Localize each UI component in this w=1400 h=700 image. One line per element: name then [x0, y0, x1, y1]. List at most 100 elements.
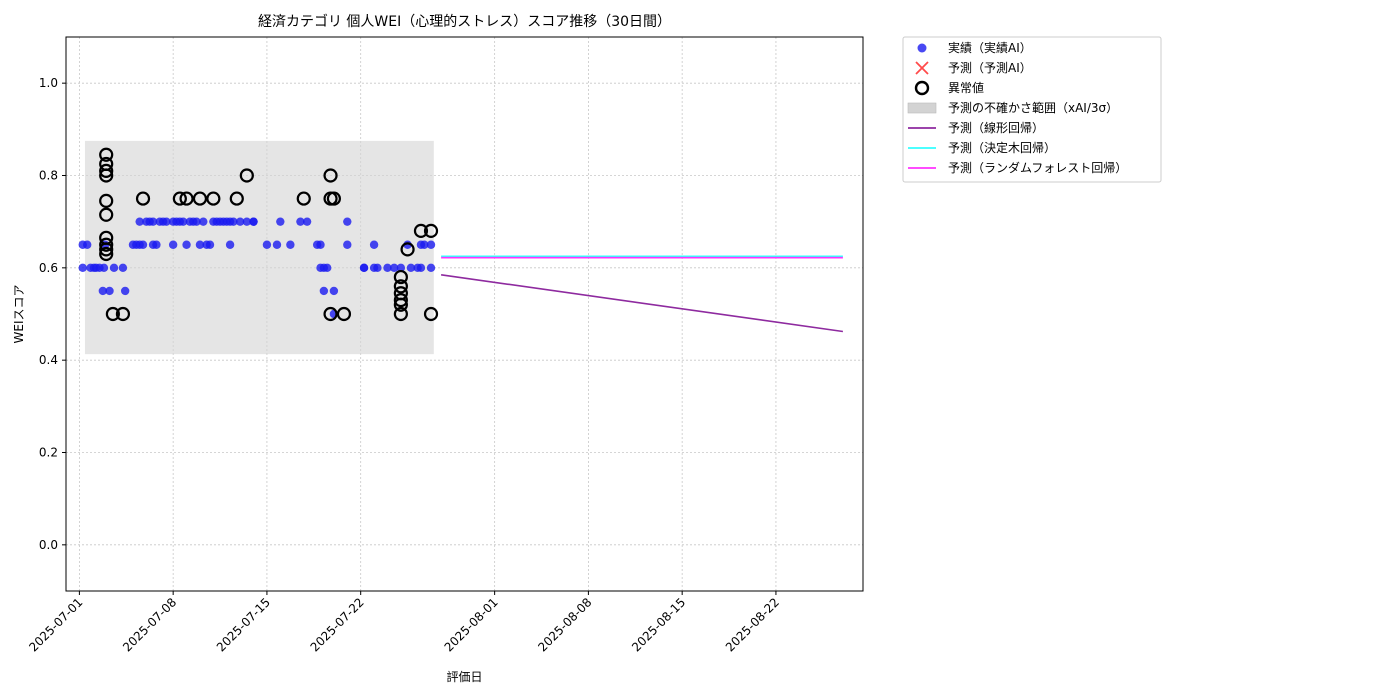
actual-point: [249, 217, 258, 226]
y-tick-label: 0.8: [39, 169, 58, 183]
x-tick-label: 2025-07-22: [308, 595, 367, 654]
anomaly-ring: [423, 223, 439, 238]
x-tick-label: 2025-07-01: [26, 595, 85, 654]
legend-label: 予測（線形回帰）: [948, 120, 1044, 135]
legend-swatch-x: [915, 61, 929, 75]
anomaly-ring: [99, 193, 114, 208]
legend-frame: [902, 36, 1162, 183]
anomaly-ring: [115, 306, 131, 322]
actual-point: [242, 217, 252, 226]
legend-label: 予測（予測AI）: [948, 61, 1032, 75]
anomaly-ring: [393, 293, 408, 308]
actual-point: [286, 240, 295, 249]
plot-frame: [65, 36, 864, 592]
actual-point: [199, 217, 208, 226]
legend-label: 異常値: [948, 80, 984, 95]
actual-point: [109, 263, 119, 273]
anomaly-ring: [323, 306, 338, 322]
actual-point: [179, 217, 188, 226]
actual-point: [302, 217, 312, 226]
anomaly-ring: [393, 269, 408, 285]
legend-swatch-ring: [914, 80, 930, 96]
actual-point: [99, 263, 109, 273]
x-tick-label: 2025-08-22: [723, 595, 782, 654]
y-tick-label: 0.6: [39, 261, 58, 275]
actual-point: [195, 240, 205, 249]
x-axis-label: 評価日: [446, 669, 482, 684]
actual-point: [148, 217, 158, 226]
y-tick-label: 1.0: [39, 76, 58, 90]
actual-point: [152, 240, 161, 249]
actual-point: [105, 286, 114, 296]
actual-point: [416, 263, 426, 273]
actual-point: [373, 263, 382, 273]
actual-point: [182, 240, 191, 249]
anomaly-ring: [99, 242, 114, 257]
actual-point: [406, 263, 416, 273]
actual-point: [426, 263, 436, 273]
anomaly-ring: [99, 246, 114, 262]
anomaly-ring: [192, 191, 208, 206]
actual-point: [426, 240, 436, 249]
actual-point: [389, 263, 399, 273]
x-axis: 2025-07-01 2025-07-08 2025-07-15 2025-07-22…: [26, 591, 782, 654]
actual-point: [118, 263, 128, 273]
anomaly-ring: [400, 242, 415, 257]
actual-point: [343, 240, 352, 249]
anomaly-ring: [323, 168, 338, 183]
actual-point: [369, 240, 379, 249]
actual-point: [420, 240, 429, 249]
actual-point: [229, 217, 238, 226]
x-tick-label: 2025-07-08: [120, 595, 179, 654]
actual-point: [205, 240, 215, 249]
anomaly-ring: [336, 306, 352, 322]
anomaly-ring: [229, 191, 244, 206]
x-tick-label: 2025-07-15: [214, 595, 273, 654]
y-tick-label: 0.2: [39, 446, 58, 460]
legend-label: 予測（決定木回帰）: [948, 140, 1056, 155]
anomaly-ring: [423, 306, 439, 322]
chart-title: 経済カテゴリ 個人WEI（心理的ストレス）スコア推移（30日間）: [258, 13, 671, 30]
actual-point: [262, 240, 272, 249]
anomaly-ring: [99, 163, 114, 178]
anomaly-ring: [206, 191, 221, 206]
anomaly-ring: [99, 207, 114, 222]
anomaly-ring: [393, 306, 408, 322]
anomaly-ring: [172, 191, 187, 206]
actual-point: [343, 217, 352, 226]
actual-point: [272, 240, 282, 249]
anomaly-ring: [326, 191, 341, 206]
forecast-line: [440, 274, 844, 333]
actual-point: [135, 217, 144, 226]
actual-point: [329, 286, 339, 296]
actual-point: [225, 240, 235, 249]
legend-label: 予測の不確かさ範囲（xAI/3σ）: [948, 100, 1118, 115]
anomaly-ring: [393, 297, 408, 312]
x-tick-label: 2025-08-08: [535, 595, 594, 654]
y-axis: 0.0 0.2 0.4 0.6 0.8 1.0: [39, 76, 66, 552]
anomaly-ring: [239, 168, 254, 183]
anomaly-ring: [179, 191, 194, 206]
anomaly-ring: [105, 306, 120, 322]
actual-point: [83, 240, 92, 249]
series-layer: [78, 147, 844, 333]
anomaly-ring: [135, 191, 151, 206]
actual-point: [168, 240, 178, 249]
actual-point: [235, 217, 245, 226]
anomaly-ring: [413, 223, 429, 238]
actual-point: [319, 286, 329, 296]
anomaly-ring: [99, 237, 114, 252]
y-tick-label: 0.0: [39, 538, 58, 552]
legend-swatch-patch: [907, 102, 937, 114]
legend-label: 予測（ランダムフォレスト回帰）: [948, 160, 1127, 175]
actual-point: [162, 217, 171, 226]
anomaly-ring: [393, 279, 408, 294]
y-tick-label: 0.4: [39, 353, 58, 367]
legend-swatch-dot: [917, 43, 927, 53]
actual-point: [192, 217, 201, 226]
anomaly-ring: [99, 168, 114, 183]
plot-area: [65, 36, 864, 592]
x-tick-label: 2025-08-01: [442, 595, 501, 654]
